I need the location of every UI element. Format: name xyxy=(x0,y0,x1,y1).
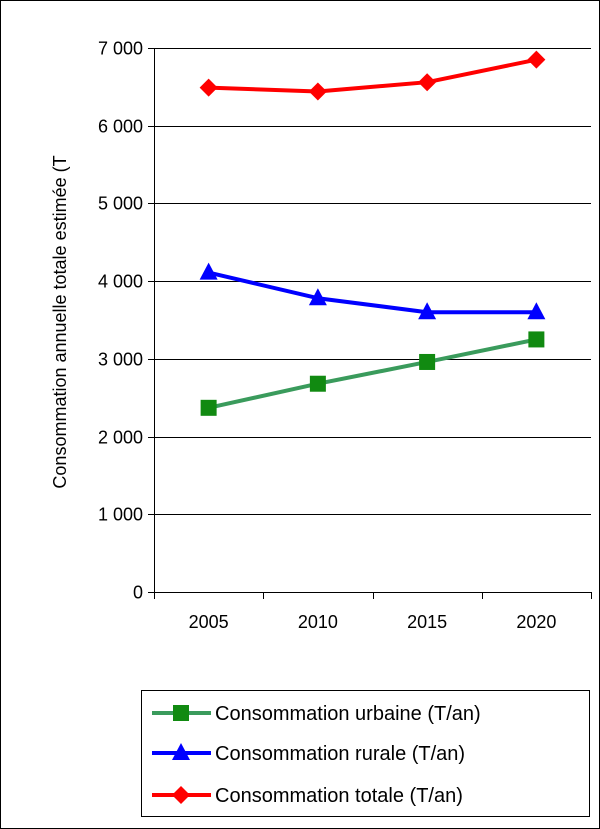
y-tick-label: 5 000 xyxy=(98,194,143,214)
y-tick-label: 3 000 xyxy=(98,350,143,370)
y-tick-label: 1 000 xyxy=(98,505,143,525)
x-tick-label: 2015 xyxy=(407,612,447,632)
y-tick-label: 6 000 xyxy=(98,117,143,137)
data-point xyxy=(308,288,327,306)
series-line-2 xyxy=(208,270,537,315)
y-tick-label: 7 000 xyxy=(98,39,143,59)
series-line-3 xyxy=(208,57,537,94)
data-point xyxy=(527,302,546,320)
y-tick-label: 4 000 xyxy=(98,272,143,292)
legend-label: Consommation rurale (T/an) xyxy=(215,743,465,765)
data-point xyxy=(309,375,326,392)
legend: Consommation urbaine (T/an) Consommation … xyxy=(141,690,590,817)
series-lines xyxy=(199,50,546,416)
legend-marker xyxy=(172,743,190,760)
y-tick-label: 0 xyxy=(133,583,143,603)
data-point xyxy=(419,353,436,370)
data-point xyxy=(418,73,437,92)
data-point xyxy=(528,331,545,348)
y-tick-label: 2 000 xyxy=(98,428,143,448)
data-point xyxy=(308,82,327,101)
data-point xyxy=(527,50,546,69)
legend-marker xyxy=(172,786,190,804)
y-axis-label: Consommation annuelle totale estimée (T xyxy=(50,155,70,488)
x-tick-label: 2020 xyxy=(516,612,556,632)
data-point xyxy=(199,262,218,280)
gridlines xyxy=(154,48,591,515)
x-tick-label: 2005 xyxy=(189,612,229,632)
legend-box xyxy=(141,690,590,817)
data-point xyxy=(199,78,218,97)
data-point xyxy=(200,399,217,416)
legend-marker xyxy=(173,705,189,721)
data-point xyxy=(418,302,437,320)
series-line-1 xyxy=(208,337,537,410)
legend-label: Consommation urbaine (T/an) xyxy=(215,703,481,725)
x-tick-label: 2010 xyxy=(298,612,338,632)
axes: 0 1 000 2 000 3 000 4 000 5 000 6 000 7 000 2005… xyxy=(98,39,592,632)
legend-label: Consommation totale (T/an) xyxy=(215,785,463,807)
